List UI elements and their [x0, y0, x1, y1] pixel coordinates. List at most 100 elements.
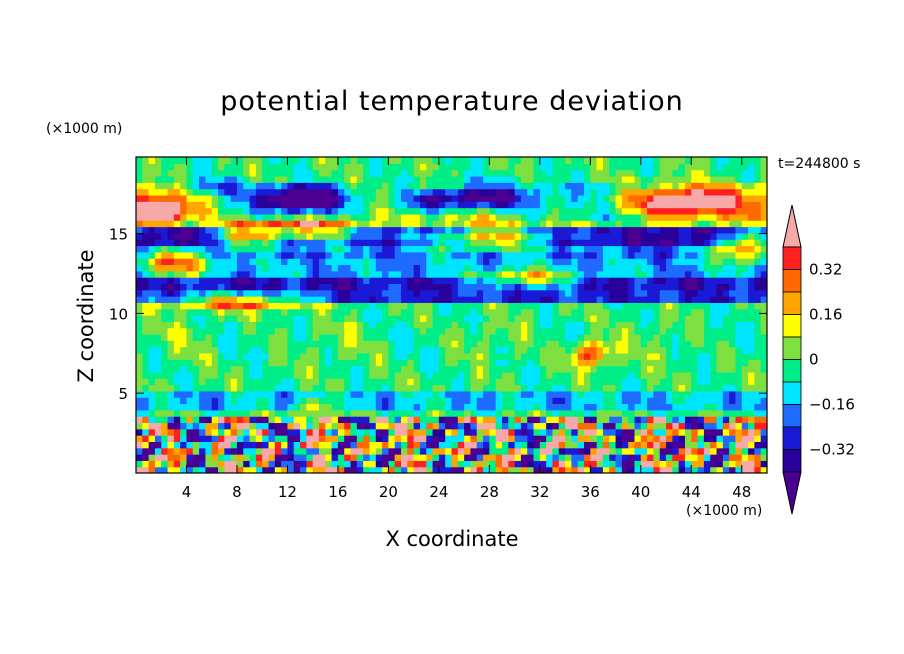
heatmap-cell [388, 232, 396, 240]
heatmap-cell [243, 201, 251, 209]
heatmap-cell [350, 460, 358, 468]
heatmap-cell [703, 207, 711, 215]
heatmap-cell [590, 302, 598, 310]
heatmap-cell [533, 333, 541, 341]
heatmap-cell [419, 397, 427, 405]
heatmap-cell [205, 289, 213, 297]
heatmap-cell [716, 201, 724, 209]
heatmap-cell [489, 321, 497, 329]
heatmap-cell [337, 308, 345, 316]
heatmap-cell [211, 321, 219, 329]
heatmap-cell [754, 296, 762, 303]
heatmap-cell [495, 258, 503, 266]
heatmap-cell [634, 352, 642, 360]
heatmap-cell [672, 397, 680, 405]
heatmap-cell [735, 201, 743, 209]
heatmap-cell [565, 157, 572, 164]
heatmap-cell [653, 327, 661, 335]
heatmap-cell [470, 169, 478, 177]
heatmap-cell [476, 308, 484, 316]
heatmap-cell [678, 163, 686, 171]
heatmap-cell [293, 390, 301, 398]
heatmap-cell [722, 435, 730, 442]
heatmap-cell [558, 441, 566, 449]
heatmap-cell [596, 371, 604, 379]
heatmap-cell [356, 409, 364, 417]
heatmap-cell [476, 245, 484, 253]
heatmap-cell [142, 277, 150, 284]
heatmap-cell [552, 378, 560, 386]
heatmap-cell [552, 302, 560, 310]
heatmap-cell [369, 251, 377, 259]
heatmap-cell [716, 308, 724, 316]
heatmap-cell [432, 194, 440, 202]
heatmap-cell [596, 315, 604, 322]
heatmap-cell [148, 333, 156, 341]
heatmap-cell [457, 422, 465, 430]
heatmap-cell [382, 302, 389, 310]
heatmap-cell [640, 308, 648, 316]
heatmap-cell [407, 365, 415, 373]
heatmap-cell [205, 416, 213, 424]
heatmap-cell [218, 188, 225, 196]
heatmap-cell [287, 466, 295, 473]
heatmap-cell [602, 226, 610, 234]
heatmap-cell [382, 409, 389, 417]
heatmap-cell [647, 447, 655, 455]
heatmap-cell [464, 220, 472, 228]
heatmap-cell [426, 460, 434, 468]
heatmap-cell [483, 289, 490, 297]
heatmap-cell [312, 302, 320, 310]
heatmap-cell [590, 327, 598, 335]
heatmap-cell [136, 194, 143, 202]
heatmap-cell [666, 264, 673, 272]
heatmap-cell [167, 169, 175, 177]
heatmap-cell [236, 302, 244, 310]
heatmap-cell [659, 454, 667, 461]
heatmap-cell [154, 270, 162, 278]
heatmap-cell [666, 428, 673, 436]
heatmap-cell [678, 182, 686, 190]
heatmap-cell [401, 321, 408, 329]
heatmap-cell [697, 447, 705, 455]
heatmap-cell [546, 441, 554, 449]
heatmap-cell [457, 447, 465, 455]
heatmap-cell [426, 340, 434, 348]
heatmap-cell [356, 365, 364, 373]
heatmap-cell [691, 258, 699, 266]
heatmap-cell [729, 277, 737, 284]
heatmap-cell [596, 466, 604, 473]
heatmap-cell [136, 163, 143, 171]
heatmap-cell [495, 447, 503, 455]
heatmap-cell [666, 175, 673, 183]
heatmap-cell [684, 365, 692, 373]
heatmap-cell [451, 175, 459, 183]
heatmap-cell [413, 460, 421, 468]
heatmap-cell [666, 327, 673, 335]
heatmap-cell [634, 460, 642, 468]
heatmap-cell [445, 327, 453, 335]
heatmap-cell [653, 296, 661, 303]
heatmap-cell [268, 447, 276, 455]
heatmap-cell [375, 270, 383, 278]
heatmap-cell [533, 232, 541, 240]
heatmap-cell [495, 163, 503, 171]
heatmap-cell [148, 270, 156, 278]
heatmap-cell [388, 378, 396, 386]
heatmap-cell [678, 289, 686, 297]
heatmap-cell [350, 390, 358, 398]
heatmap-cell [678, 447, 686, 455]
heatmap-cell [154, 460, 162, 468]
heatmap-cell [180, 188, 188, 196]
heatmap-cell [173, 182, 181, 190]
heatmap-cell [722, 454, 730, 461]
heatmap-cell [426, 321, 434, 329]
heatmap-cell [615, 397, 623, 405]
heatmap-cell [716, 194, 724, 202]
heatmap-cell [722, 371, 730, 379]
heatmap-cell [136, 175, 143, 183]
heatmap-cell [293, 163, 301, 171]
heatmap-cell [180, 384, 188, 392]
heatmap-cell [565, 403, 572, 411]
heatmap-cell [577, 283, 585, 291]
